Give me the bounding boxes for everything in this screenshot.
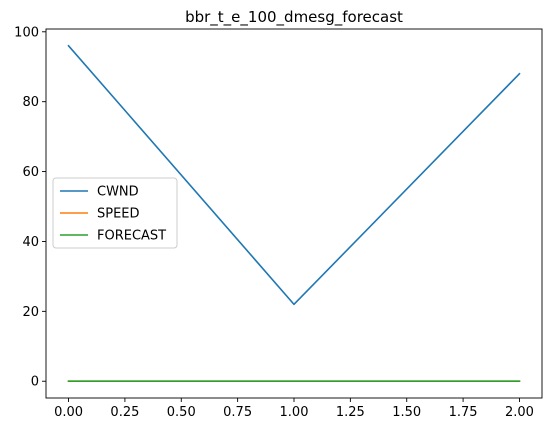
legend-label-cwnd: CWND [97, 185, 139, 200]
y-tick-label: 80 [22, 95, 39, 110]
y-tick-label: 100 [14, 25, 39, 40]
y-tick-label: 60 [22, 165, 39, 180]
y-tick-label: 0 [31, 375, 39, 390]
x-tick-label: 2.00 [505, 405, 534, 420]
x-tick-label: 0.25 [110, 405, 139, 420]
plot-area: 0.00 0.25 0.50 0.75 1.00 1.25 1.50 1.75 2.00 0 20 4… [14, 25, 543, 420]
y-tick-label: 20 [22, 305, 39, 320]
x-tick-label: 1.00 [280, 405, 309, 420]
x-tick-label: 1.50 [392, 405, 421, 420]
x-tick-label: 1.25 [336, 405, 365, 420]
x-tick-label: 0.50 [167, 405, 196, 420]
y-tick-label: 40 [22, 235, 39, 250]
x-tick-label: 1.75 [449, 405, 478, 420]
x-tick-label: 0.75 [223, 405, 252, 420]
legend-label-speed: SPEED [97, 207, 140, 222]
x-tick-label: 0.00 [54, 405, 83, 420]
legend-label-forecast: FORECAST [97, 229, 166, 244]
chart-title: bbr_t_e_100_dmesg_forecast [185, 8, 403, 27]
legend-box [52, 177, 178, 249]
series-line-cwnd [67, 44, 521, 306]
